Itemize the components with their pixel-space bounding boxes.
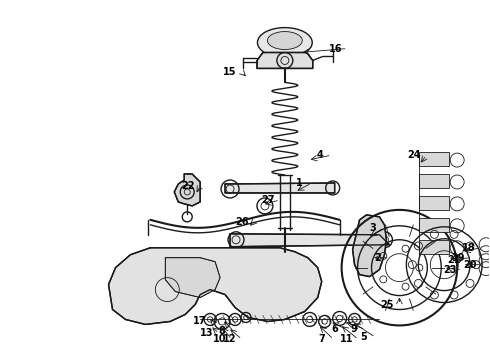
Text: 16: 16 [329, 44, 343, 54]
Polygon shape [230, 234, 390, 247]
Text: 24: 24 [408, 150, 421, 160]
Text: 9: 9 [350, 324, 357, 334]
Text: 1: 1 [296, 178, 303, 188]
Text: 20: 20 [464, 260, 477, 270]
Text: 23: 23 [443, 265, 457, 275]
Text: 8: 8 [219, 327, 225, 336]
Text: 17: 17 [194, 316, 207, 327]
Text: 3: 3 [369, 223, 376, 233]
Text: 12: 12 [223, 334, 237, 345]
Bar [419, 174, 449, 188]
Polygon shape [174, 174, 200, 206]
Polygon shape [353, 215, 387, 276]
Bar [419, 152, 449, 166]
Ellipse shape [257, 28, 312, 58]
Text: 25: 25 [381, 300, 394, 310]
Text: 4: 4 [317, 150, 323, 160]
Ellipse shape [268, 32, 302, 50]
Text: 2: 2 [374, 253, 381, 263]
Bar [419, 218, 449, 232]
Text: 18: 18 [463, 243, 476, 253]
Text: 7: 7 [318, 334, 325, 345]
Text: 10: 10 [213, 334, 227, 345]
Bar [419, 196, 449, 210]
Text: 15: 15 [223, 67, 237, 77]
Text: 27: 27 [261, 195, 275, 205]
Text: 21: 21 [447, 255, 461, 265]
Text: 19: 19 [452, 253, 466, 263]
Text: 22: 22 [181, 181, 195, 191]
Polygon shape [108, 248, 322, 324]
Polygon shape [257, 53, 313, 68]
Polygon shape [165, 258, 220, 298]
Bar [419, 240, 449, 254]
Text: 11: 11 [340, 334, 353, 345]
Text: 5: 5 [360, 332, 367, 342]
Text: 13: 13 [200, 328, 214, 338]
Text: 6: 6 [331, 324, 338, 334]
Text: 26: 26 [235, 217, 249, 227]
Polygon shape [225, 183, 335, 193]
